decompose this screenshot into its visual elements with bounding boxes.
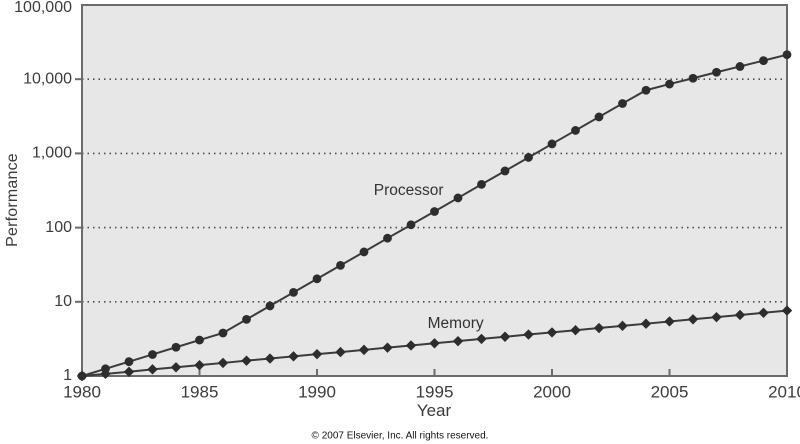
- marker-diamond-memory: [170, 362, 182, 373]
- marker-circle-processor: [336, 260, 345, 270]
- marker-diamond-memory: [546, 327, 558, 338]
- marker-diamond-memory: [476, 333, 487, 345]
- marker-circle-processor: [289, 287, 298, 297]
- marker-diamond-memory: [499, 331, 511, 342]
- marker-diamond-memory: [640, 318, 652, 329]
- x-tick-label: 1990: [298, 382, 336, 401]
- marker-diamond-memory: [523, 329, 534, 340]
- series-label-processor: Processor: [373, 181, 444, 199]
- marker-diamond-memory: [123, 366, 135, 377]
- marker-circle-processor: [759, 56, 768, 66]
- marker-diamond-memory: [429, 338, 440, 349]
- marker-diamond-memory: [311, 348, 323, 360]
- marker-circle-processor: [688, 73, 698, 83]
- marker-diamond-memory: [405, 340, 417, 351]
- y-tick-label: 100,000: [14, 0, 72, 16]
- marker-diamond-memory: [100, 368, 111, 380]
- marker-diamond-memory: [734, 309, 746, 321]
- plot-border: [81, 4, 788, 377]
- y-tick-label: 1: [63, 367, 72, 384]
- marker-diamond-memory: [617, 320, 628, 332]
- marker-diamond-memory: [382, 342, 393, 353]
- marker-diamond-memory: [664, 316, 675, 327]
- plot-area: [82, 5, 787, 376]
- marker-diamond-memory: [264, 353, 276, 364]
- marker-circle-processor: [148, 350, 157, 359]
- marker-diamond-memory: [593, 322, 605, 334]
- marker-diamond-memory: [194, 359, 205, 371]
- marker-circle-processor: [124, 357, 134, 367]
- marker-circle-processor: [524, 153, 533, 162]
- x-tick-label: 2000: [533, 382, 571, 401]
- copyright-text: © 2007 Elsevier, Inc. All rights reserve…: [311, 430, 489, 442]
- marker-circle-processor: [312, 274, 322, 284]
- y-tick-label: 1,000: [32, 145, 72, 162]
- marker-diamond-memory: [241, 355, 252, 366]
- marker-diamond-memory: [335, 346, 346, 358]
- marker-diamond-memory: [711, 311, 722, 323]
- x-axis-title: Year: [416, 401, 452, 420]
- y-tick-label: 10: [54, 293, 72, 310]
- marker-circle-processor: [594, 112, 604, 122]
- series-label-memory: Memory: [427, 315, 484, 333]
- x-tick-label: 1980: [63, 382, 101, 401]
- marker-diamond-memory: [358, 344, 370, 356]
- marker-circle-processor: [171, 342, 181, 352]
- marker-circle-processor: [218, 328, 228, 338]
- x-tick-label: 1985: [181, 382, 219, 401]
- marker-circle-processor: [265, 301, 275, 311]
- marker-diamond-memory: [758, 307, 769, 318]
- marker-circle-processor: [618, 99, 627, 108]
- marker-circle-processor: [782, 50, 792, 60]
- y-tick-label: 10,000: [23, 70, 72, 87]
- y-axis-title: Performance: [4, 153, 21, 247]
- marker-diamond-memory: [570, 325, 581, 336]
- marker-circle-processor: [430, 207, 439, 216]
- marker-circle-processor: [500, 166, 510, 176]
- marker-diamond-memory: [147, 364, 158, 375]
- marker-circle-processor: [547, 139, 557, 149]
- marker-circle-processor: [195, 335, 204, 345]
- marker-diamond-memory: [288, 351, 299, 362]
- marker-circle-processor: [453, 193, 463, 203]
- marker-diamond-memory: [452, 335, 464, 347]
- marker-circle-processor: [242, 314, 251, 324]
- marker-circle-processor: [665, 79, 674, 89]
- marker-circle-processor: [641, 85, 651, 95]
- x-tick-label: 1995: [416, 382, 454, 401]
- marker-circle-processor: [735, 62, 745, 71]
- marker-circle-processor: [477, 180, 486, 189]
- marker-circle-processor: [383, 233, 392, 243]
- marker-circle-processor: [359, 247, 369, 257]
- marker-circle-processor: [712, 67, 721, 77]
- marker-diamond-memory: [687, 314, 699, 325]
- y-tick-label: 100: [45, 219, 72, 236]
- marker-diamond-memory: [217, 357, 229, 369]
- x-tick-label: 2005: [651, 382, 689, 401]
- marker-circle-processor: [406, 220, 416, 230]
- marker-diamond-memory: [76, 370, 88, 382]
- marker-circle-processor: [571, 126, 580, 135]
- x-tick-label: 2010: [768, 382, 800, 401]
- marker-diamond-memory: [781, 305, 793, 316]
